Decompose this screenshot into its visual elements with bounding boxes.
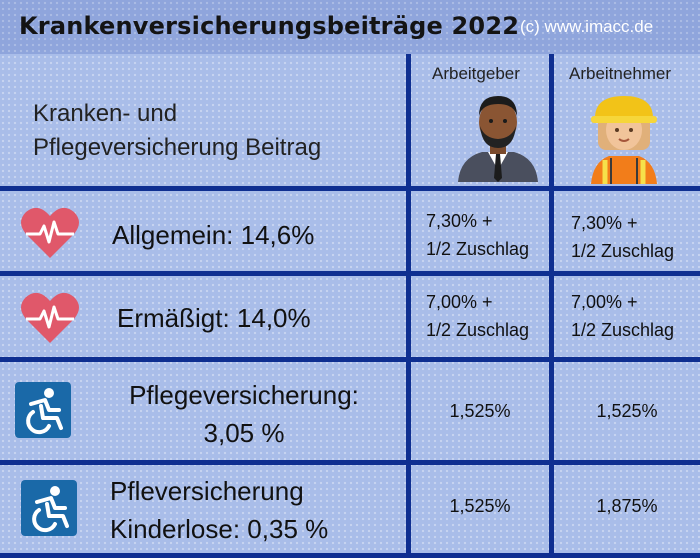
cell-line: 1/2 Zuschlag (426, 239, 530, 259)
wheelchair-icon (15, 382, 71, 438)
row-divider (0, 460, 700, 465)
heart-pulse-icon (21, 292, 79, 343)
cell-line: 1/2 Zuschlag (571, 241, 675, 261)
cell-line: 1/2 Zuschlag (426, 320, 530, 340)
row-divider (0, 186, 700, 191)
header-bar: Krankenversicherungsbeiträge 2022 (c) ww… (0, 0, 700, 54)
intro-text: Kranken- und Pflegeversicherung Beitrag (33, 97, 321, 165)
row-label-line: 3,05 % (203, 418, 285, 448)
intro-line: Pflegeversicherung Beitrag (33, 134, 322, 161)
page-title: Krankenversicherungsbeiträge 2022 (19, 12, 520, 40)
businessman-icon (458, 96, 538, 182)
row-label: Ermäßigt: 14,0% (117, 303, 311, 333)
column-header-employee: Arbeitnehmer (569, 64, 672, 83)
row-label-line: Pfleversicherung (110, 476, 304, 506)
copyright-text: (c) www.imacc.de (520, 17, 654, 36)
employer-cell: 7,00% + 1/2 Zuschlag (426, 288, 529, 344)
employee-cell: 7,00% + 1/2 Zuschlag (571, 288, 674, 344)
row-divider (0, 271, 700, 276)
employer-cell: 7,30% + 1/2 Zuschlag (426, 207, 529, 263)
construction-worker-icon (591, 96, 657, 184)
row-label: Allgemein: 14,6% (112, 220, 315, 250)
row-divider (0, 357, 700, 362)
row-label-line: Kinderlose: 0,35 % (110, 514, 329, 544)
column-header-employer: Arbeitgeber (432, 64, 520, 83)
cell-line: 7,00% + (426, 292, 493, 312)
cell-line: 7,30% + (571, 213, 638, 233)
employee-cell: 1,525% (596, 401, 658, 421)
row-label: Pfleversicherung Kinderlose: 0,35 % (110, 472, 328, 548)
employee-cell: 7,30% + 1/2 Zuschlag (571, 209, 674, 265)
heart-pulse-icon (21, 207, 79, 258)
employee-cell: 1,875% (596, 496, 658, 516)
column-divider (406, 54, 411, 558)
cell-line: 7,00% + (571, 292, 638, 312)
row-label: Pflegeversicherung: 3,05 % (118, 376, 370, 452)
employer-cell: 1,525% (449, 401, 511, 421)
row-label-line: Pflegeversicherung: (129, 380, 359, 410)
employer-cell: 1,525% (449, 496, 511, 516)
intro-line: Kranken- und (33, 100, 178, 127)
cell-line: 7,30% + (426, 211, 493, 231)
cell-line: 1/2 Zuschlag (571, 320, 675, 340)
row-divider (0, 553, 700, 558)
column-divider (549, 54, 554, 558)
wheelchair-icon (21, 480, 77, 536)
